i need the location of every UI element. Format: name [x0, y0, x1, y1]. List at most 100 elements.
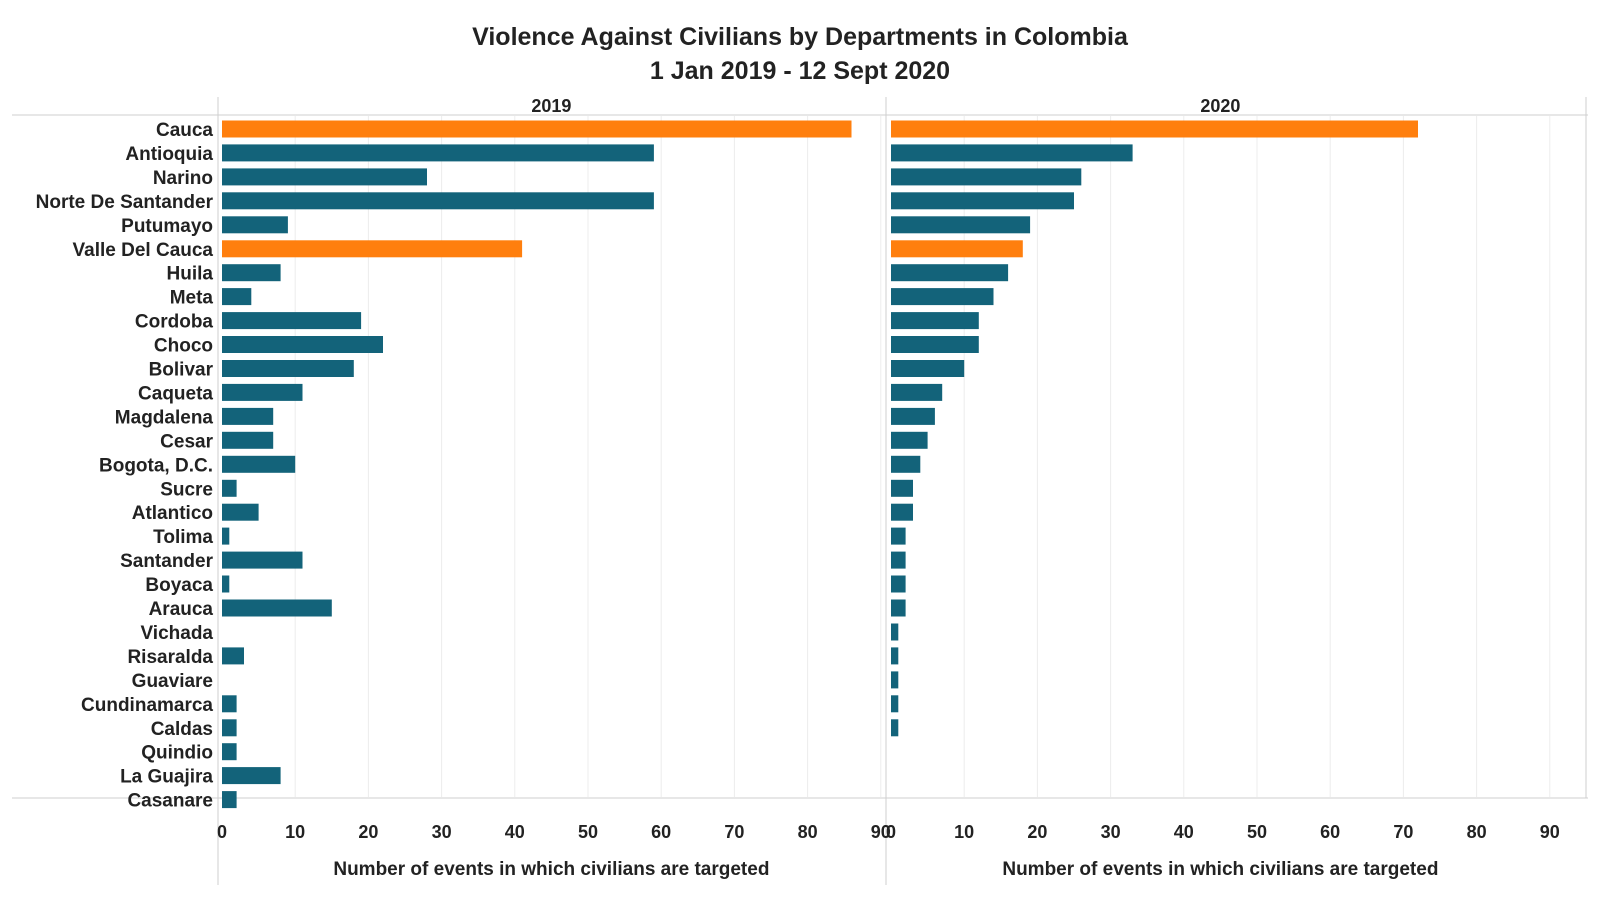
- panel-title-2020: 2020: [1200, 96, 1240, 116]
- bar-2020-vichada: [891, 623, 899, 641]
- bar-2019-antioquia: [222, 144, 654, 162]
- bar-2019-cordoba: [222, 312, 362, 330]
- bar-2019-quindio: [222, 743, 237, 761]
- category-label-sucre: Sucre: [160, 479, 213, 500]
- x-tick-label-2019-90: 90: [871, 822, 891, 842]
- bar-2019-santander: [222, 551, 303, 569]
- label-layer: 2019 0 10 20 30 40 50 60 70 80 90 Number of events …: [36, 96, 1560, 880]
- chart-subtitle: 1 Jan 2019 - 12 Sept 2020: [650, 57, 950, 85]
- x-tick-label-2020-70: 70: [1393, 822, 1413, 842]
- category-label-santander: Santander: [120, 551, 214, 572]
- bar-2019-valle-del-cauca: [222, 240, 523, 258]
- bar-2019-cesar: [222, 431, 274, 449]
- x-tick-label-2019-20: 20: [358, 822, 378, 842]
- bar-2019-magdalena: [222, 407, 274, 425]
- bar-2019-tolima: [222, 527, 230, 545]
- category-label-norte-de-santander: Norte De Santander: [36, 192, 214, 213]
- bar-2019-arauca: [222, 599, 332, 617]
- bar-2020-caldas: [891, 719, 899, 737]
- bar-2020-cordoba: [891, 312, 979, 330]
- bar-2019-boyaca: [222, 575, 230, 593]
- x-tick-label-2019-40: 40: [505, 822, 525, 842]
- bar-2020-antioquia: [891, 144, 1133, 162]
- category-label-magdalena: Magdalena: [115, 407, 214, 428]
- bar-2020-sucre: [891, 479, 913, 497]
- bar-2019-casanare: [222, 791, 237, 809]
- frame-layer: [12, 97, 1588, 885]
- bar-2020-huila: [891, 264, 1009, 282]
- x-axis-title-2019: Number of events in which civilians are …: [333, 859, 769, 880]
- category-label-quindio: Quindio: [141, 743, 213, 764]
- x-tick-label-2019-30: 30: [432, 822, 452, 842]
- bar-2020-choco: [891, 336, 979, 353]
- category-label-meta: Meta: [170, 288, 214, 309]
- bar-2020-meta: [891, 288, 994, 306]
- category-label-cauca: Cauca: [156, 120, 213, 141]
- bar-2019-bogota-d-c-: [222, 455, 296, 473]
- bar-2020-bolivar: [891, 360, 965, 377]
- bar-2020-atlantico: [891, 503, 913, 521]
- x-tick-label-2020-60: 60: [1320, 822, 1340, 842]
- bar-2020-narino: [891, 168, 1082, 186]
- bar-2019-caqueta: [222, 383, 303, 401]
- x-tick-label-2019-70: 70: [724, 822, 744, 842]
- bar-2019-choco: [222, 336, 383, 353]
- x-tick-label-2019-10: 10: [285, 822, 305, 842]
- bar-2019-la-guajira: [222, 767, 281, 785]
- bar-2019-huila: [222, 264, 281, 282]
- category-label-bogota-d-c-: Bogota, D.C.: [99, 455, 213, 476]
- category-label-atlantico: Atlantico: [132, 503, 213, 524]
- bar-2020-caqueta: [891, 383, 943, 401]
- x-tick-label-2019-80: 80: [798, 822, 818, 842]
- category-label-risaralda: Risaralda: [127, 647, 213, 668]
- category-label-antioquia: Antioquia: [125, 144, 213, 165]
- bar-2020-tolima: [891, 527, 906, 545]
- x-axis-title-2020: Number of events in which civilians are …: [1002, 859, 1438, 880]
- x-tick-label-2019-50: 50: [578, 822, 598, 842]
- category-label-huila: Huila: [167, 264, 214, 285]
- bar-2019-norte-de-santander: [222, 192, 654, 210]
- x-tick-label-2020-50: 50: [1247, 822, 1267, 842]
- x-tick-label-2019-60: 60: [651, 822, 671, 842]
- x-tick-label-2020-40: 40: [1174, 822, 1194, 842]
- bar-2019-cundinamarca: [222, 695, 237, 713]
- category-label-narino: Narino: [153, 168, 213, 189]
- bar-2019-atlantico: [222, 503, 259, 521]
- category-label-valle-del-cauca: Valle Del Cauca: [73, 240, 214, 261]
- bar-2019-meta: [222, 288, 252, 306]
- bar-2020-cesar: [891, 431, 928, 449]
- category-label-la-guajira: La Guajira: [120, 767, 213, 788]
- category-label-choco: Choco: [154, 336, 213, 357]
- category-label-vichada: Vichada: [140, 623, 213, 644]
- x-tick-label-2020-0: 0: [886, 822, 896, 842]
- bar-2020-boyaca: [891, 575, 906, 593]
- category-label-boyaca: Boyaca: [145, 575, 213, 596]
- category-label-arauca: Arauca: [149, 599, 214, 620]
- panel-title-2019: 2019: [531, 96, 571, 116]
- bar-2019-risaralda: [222, 647, 244, 665]
- bar-2020-cundinamarca: [891, 695, 899, 713]
- category-label-bolivar: Bolivar: [149, 360, 214, 381]
- category-label-guaviare: Guaviare: [132, 671, 213, 692]
- category-label-caldas: Caldas: [151, 719, 213, 740]
- x-tick-label-2020-30: 30: [1101, 822, 1121, 842]
- bar-2019-bolivar: [222, 360, 354, 377]
- bar-2020-risaralda: [891, 647, 899, 665]
- x-tick-label-2020-20: 20: [1027, 822, 1047, 842]
- bar-2020-arauca: [891, 599, 906, 617]
- bar-2019-putumayo: [222, 216, 288, 234]
- bar-2020-cauca: [891, 120, 1418, 138]
- chart-title: Violence Against Civilians by Department…: [472, 23, 1129, 51]
- category-label-cesar: Cesar: [160, 431, 213, 452]
- bar-2020-bogota-d-c-: [891, 455, 921, 473]
- bar-2019-cauca: [222, 120, 852, 138]
- category-label-cordoba: Cordoba: [135, 312, 214, 333]
- bar-2020-guaviare: [891, 671, 899, 689]
- bar-layer: [222, 120, 1418, 809]
- x-tick-label-2020-10: 10: [954, 822, 974, 842]
- bar-2019-sucre: [222, 479, 237, 497]
- category-label-tolima: Tolima: [153, 527, 213, 548]
- bar-2020-norte-de-santander: [891, 192, 1074, 210]
- category-label-cundinamarca: Cundinamarca: [81, 695, 213, 716]
